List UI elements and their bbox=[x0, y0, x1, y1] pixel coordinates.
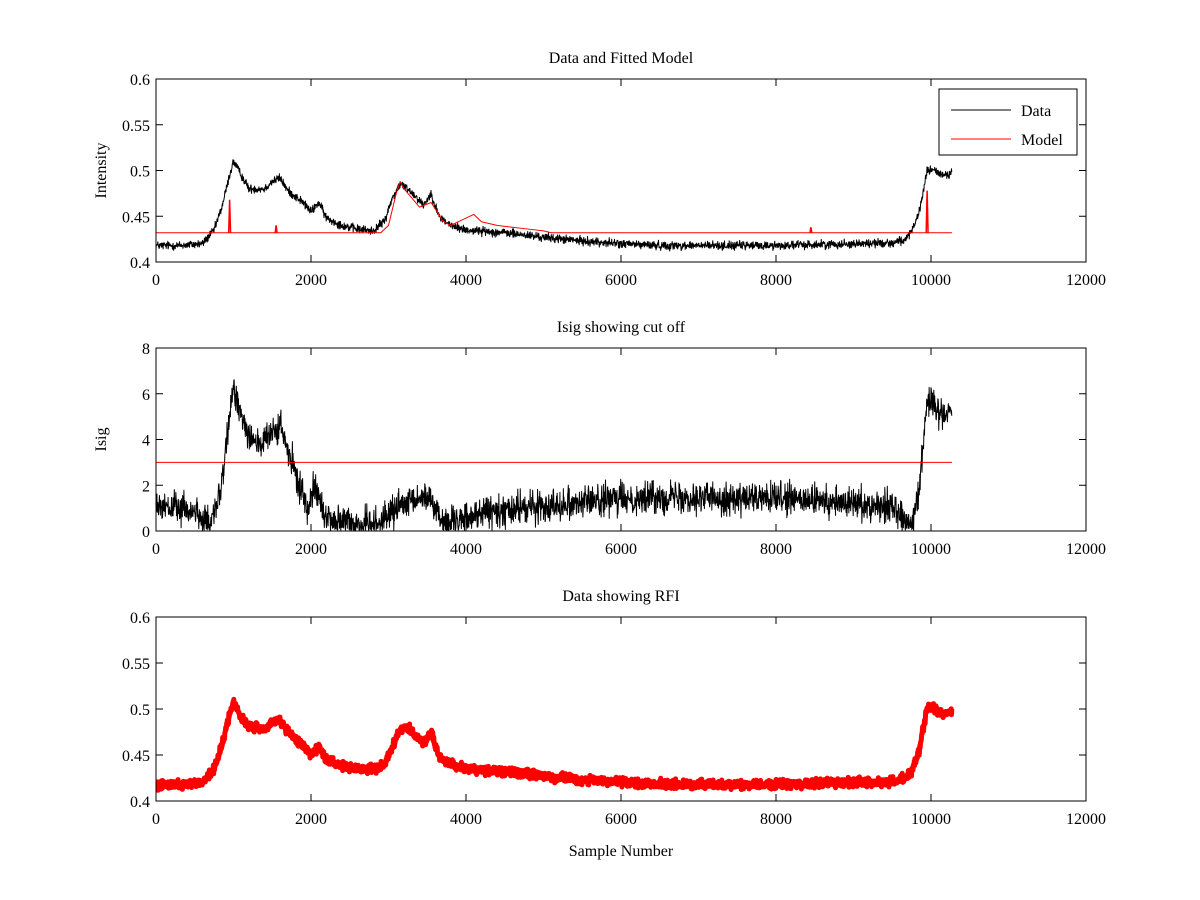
y-tick-label: 6 bbox=[142, 387, 150, 404]
y-tick-label: 8 bbox=[142, 341, 150, 358]
x-tick-label: 8000 bbox=[760, 811, 792, 828]
x-tick-label: 4000 bbox=[450, 541, 482, 558]
y-tick-label: 0.6 bbox=[130, 610, 150, 627]
series-line-model bbox=[156, 180, 952, 234]
x-tick-label: 12000 bbox=[1066, 272, 1106, 289]
x-tick-label: 2000 bbox=[295, 272, 327, 289]
x-tick-label: 12000 bbox=[1066, 541, 1106, 558]
x-tick-label: 8000 bbox=[760, 541, 792, 558]
axes-isig-showing-cut-off: Isig showing cut off 0 2000 4000 6000 8000 100… bbox=[93, 319, 1106, 558]
y-tick-label: 0.45 bbox=[122, 748, 150, 765]
x-tick-label: 0 bbox=[152, 272, 160, 289]
y-tick-label: 0.55 bbox=[122, 656, 150, 673]
chart-title: Data and Fitted Model bbox=[549, 50, 694, 67]
series-spike-model bbox=[227, 199, 232, 233]
legend-box bbox=[938, 88, 1078, 156]
x-tick-label: 10000 bbox=[911, 811, 951, 828]
plot-area bbox=[156, 696, 955, 793]
series-line-data bbox=[156, 159, 953, 252]
x-tick-label: 2000 bbox=[295, 541, 327, 558]
legend-label-model: Model bbox=[1021, 132, 1063, 149]
y-tick-label: 0.45 bbox=[122, 209, 150, 226]
series-spike-model bbox=[925, 190, 929, 233]
y-axis-label: Isig bbox=[93, 428, 110, 452]
plot-area bbox=[156, 159, 953, 252]
chart-title: Isig showing cut off bbox=[557, 319, 686, 336]
y-tick-label: 2 bbox=[142, 478, 150, 495]
x-tick-label: 12000 bbox=[1066, 811, 1106, 828]
legend-label-data: Data bbox=[1021, 103, 1051, 120]
series-line-series-1 bbox=[156, 379, 953, 531]
y-tick-label: 0.55 bbox=[122, 118, 150, 135]
legend: Data Model bbox=[938, 88, 1078, 156]
series-line-series-1 bbox=[156, 696, 955, 793]
y-tick-label: 0.4 bbox=[130, 255, 150, 272]
y-tick-label: 0.4 bbox=[130, 794, 150, 811]
y-tick-label: 0.5 bbox=[130, 702, 150, 719]
x-tick-label: 6000 bbox=[605, 272, 637, 289]
x-tick-label: 10000 bbox=[911, 541, 951, 558]
chart-title: Data showing RFI bbox=[562, 588, 679, 605]
x-tick-label: 0 bbox=[152, 541, 160, 558]
x-tick-label: 2000 bbox=[295, 811, 327, 828]
y-tick-label: 0.5 bbox=[130, 164, 150, 181]
x-tick-label: 6000 bbox=[605, 811, 637, 828]
plot-area bbox=[156, 379, 953, 531]
y-tick-label: 0.6 bbox=[130, 72, 150, 89]
x-tick-label: 10000 bbox=[911, 272, 951, 289]
y-tick-label: 0 bbox=[142, 524, 150, 541]
series-spike-model bbox=[274, 225, 278, 233]
x-tick-label: 4000 bbox=[450, 272, 482, 289]
x-tick-label: 8000 bbox=[760, 272, 792, 289]
axes-data-and-fitted-model: Data and Fitted Model 0 2000 4000 6000 8000 10… bbox=[93, 50, 1106, 289]
y-tick-label: 4 bbox=[142, 433, 150, 450]
x-axis-label: Sample Number bbox=[569, 843, 674, 860]
x-tick-label: 0 bbox=[152, 811, 160, 828]
x-tick-label: 6000 bbox=[605, 541, 637, 558]
y-axis-label: Intensity bbox=[93, 143, 110, 199]
x-tick-label: 4000 bbox=[450, 811, 482, 828]
series-spike-model bbox=[809, 227, 813, 233]
axes-data-showing-rfi: Data showing RFI 0 2000 4000 6000 8000 10000 12… bbox=[122, 588, 1106, 860]
